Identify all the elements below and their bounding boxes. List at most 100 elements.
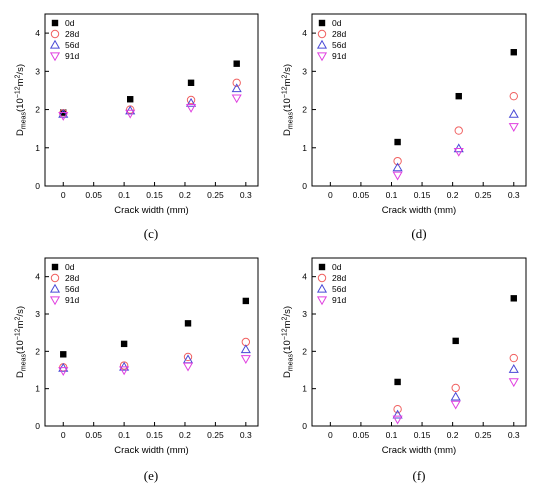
data-point-91d: [392, 415, 403, 425]
data-point-91d: [231, 94, 242, 104]
y-tick-label: 2: [302, 105, 307, 115]
data-point-91d: [119, 366, 130, 376]
x-tick-label: 0: [328, 190, 333, 200]
x-tick-label: 0.2: [179, 430, 191, 440]
chart-panel-1: 0 0.05 0.1 0.15 0.2 0.25 0.3 0 1 2 3 4 Crack width (…: [15, 13, 259, 241]
legend-label-56d: 56d: [65, 284, 79, 294]
x-tick-label: 0.3: [508, 190, 520, 200]
series-56d: [58, 344, 251, 372]
y-tick-label: 0: [302, 181, 307, 191]
y-tick-label: 3: [302, 66, 307, 76]
y-tick-label: 1: [35, 384, 40, 394]
series-91d: [392, 123, 519, 181]
series-28d: [393, 91, 518, 166]
data-point-56d: [240, 344, 251, 354]
data-point-0d: [120, 340, 128, 348]
legend-label-28d: 28d: [332, 273, 346, 283]
data-point-0d: [455, 92, 462, 100]
y-tick-label: 1: [302, 143, 307, 153]
series-28d: [59, 337, 251, 372]
x-tick-label: 0.05: [85, 190, 102, 200]
data-point-28d: [393, 156, 402, 166]
data-point-91d: [240, 355, 251, 365]
data-point-91d: [453, 147, 464, 157]
series-91d: [58, 94, 242, 121]
series-28d: [59, 78, 241, 118]
data-point-0d: [60, 351, 67, 358]
legend-label-0d: 0d: [332, 18, 342, 28]
data-point-0d: [452, 337, 459, 345]
y-tick-label: 3: [302, 309, 307, 319]
y-axis-title: Dmeas(10−12m2/s): [282, 64, 295, 136]
data-point-56d: [231, 83, 242, 93]
plot-frame: [44, 13, 259, 187]
legend-marker-0d: [51, 263, 59, 271]
legend-marker-56d: [316, 39, 328, 49]
series-0d: [60, 297, 250, 358]
data-point-56d: [392, 162, 403, 172]
x-tick-label: 0.15: [146, 190, 163, 200]
x-tick-label: 0.3: [240, 430, 252, 440]
legend-label-91d: 91d: [65, 51, 79, 61]
x-tick-label: 0.25: [475, 430, 492, 440]
legend-marker-28d: [317, 29, 327, 39]
x-tick-label: 0.3: [240, 190, 252, 200]
legend-label-91d: 91d: [332, 51, 346, 61]
legend-marker-56d: [316, 283, 328, 293]
legend-label-56d: 56d: [332, 284, 346, 294]
legend-label-56d: 56d: [332, 40, 346, 50]
data-point-91d: [58, 112, 69, 121]
legend-label-91d: 91d: [65, 295, 79, 305]
series-56d: [58, 83, 242, 118]
x-tick-label: 0.2: [447, 430, 459, 440]
data-point-0d: [394, 138, 401, 146]
y-tick-label: 2: [35, 105, 40, 115]
legend-marker-91d: [316, 52, 328, 62]
y-axis-title: Dmeas(10−12m2/s): [15, 306, 28, 378]
legend-label-0d: 0d: [332, 262, 342, 272]
x-axis-title: Crack width (mm): [114, 445, 188, 456]
y-tick-label: 2: [35, 346, 40, 356]
y-tick-label: 2: [302, 346, 307, 356]
x-axis-title: Crack width (mm): [114, 205, 188, 216]
data-point-28d: [393, 405, 402, 414]
legend-marker-91d: [49, 52, 61, 62]
series-56d: [392, 108, 519, 172]
x-tick-label: 0.25: [207, 190, 224, 200]
x-tick-label: 0.3: [508, 430, 520, 440]
data-point-91d: [185, 103, 197, 113]
data-point-56d: [450, 391, 461, 401]
data-point-91d: [508, 123, 519, 132]
x-axis-title: Crack width (mm): [382, 205, 456, 216]
data-point-56d: [392, 409, 403, 419]
legend-marker-91d: [49, 296, 61, 306]
x-tick-label: 0.25: [475, 190, 492, 200]
data-point-0d: [184, 320, 192, 327]
x-axis-title: Crack width (mm): [382, 445, 456, 456]
y-axis-title: Dmeas(10−12m2/s): [15, 64, 28, 136]
x-tick-label: 0.1: [386, 430, 398, 440]
y-tick-label: 0: [35, 421, 40, 431]
data-point-0d: [510, 49, 517, 56]
y-tick-label: 4: [35, 272, 40, 282]
x-tick-label: 0.15: [146, 430, 163, 440]
chart-panel-4: 0 0.05 0.1 0.15 0.2 0.25 0.3 0 1 2 3 4 Crack width (…: [282, 257, 527, 483]
data-point-91d: [508, 378, 519, 388]
y-tick-label: 4: [35, 28, 40, 38]
data-point-91d: [58, 367, 69, 376]
legend-marker-91d: [316, 296, 328, 306]
plot-frame: [44, 257, 259, 427]
data-point-56d: [508, 364, 519, 373]
data-point-0d: [510, 295, 517, 302]
legend-marker-28d: [50, 273, 60, 283]
x-tick-label: 0.1: [118, 190, 130, 200]
series-91d: [392, 378, 519, 425]
data-point-0d: [127, 96, 134, 103]
x-tick-label: 0.05: [85, 430, 102, 440]
panel-label: (f): [413, 468, 426, 483]
data-point-0d: [394, 378, 401, 386]
chart-panel-3: 0 0.05 0.1 0.15 0.2 0.25 0.3 0 1 2 3 4 Crack width (…: [15, 257, 259, 483]
data-point-28d: [183, 352, 193, 362]
series-0d: [60, 60, 240, 116]
